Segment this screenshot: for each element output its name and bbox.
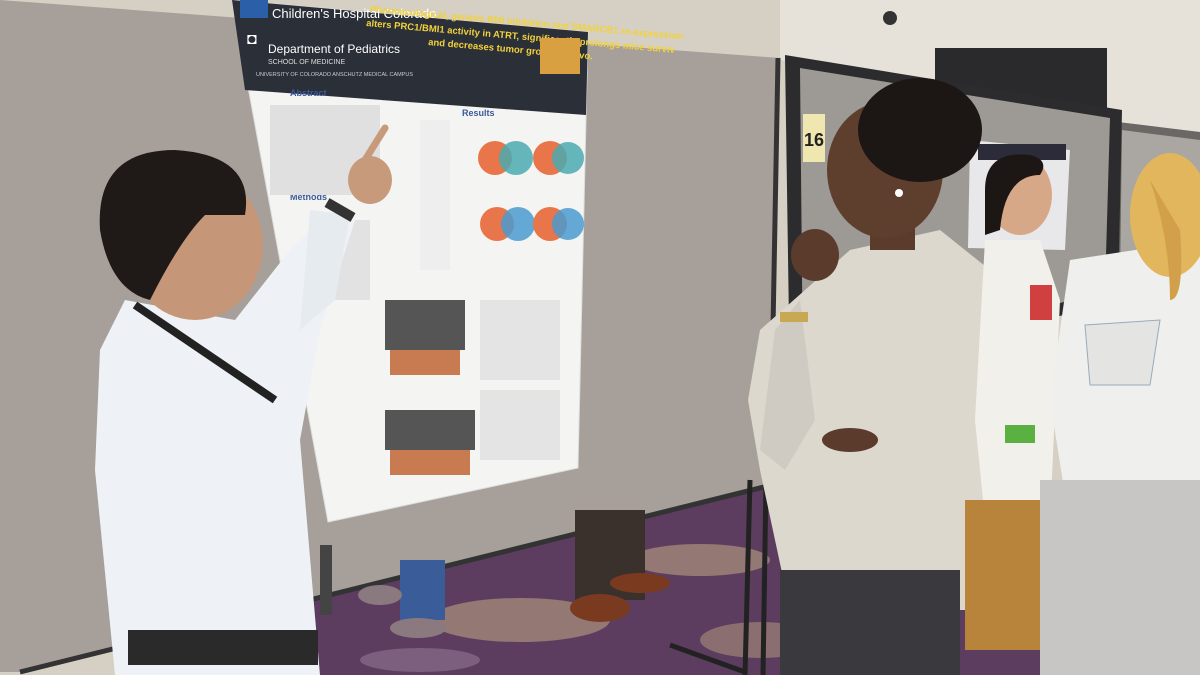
legs-background-part: [570, 594, 630, 622]
back-boards-part: [803, 114, 825, 162]
legs-background: [358, 510, 670, 638]
legs-background-part: [358, 585, 402, 605]
school: SCHOOL OF MEDICINE: [268, 59, 345, 66]
legs-background-part: [610, 573, 670, 593]
poster-figures-part: [552, 208, 584, 240]
person-presenter-part: [99, 150, 247, 300]
institution: Children's Hospital Colorado: [272, 6, 436, 21]
booth-number: 16: [804, 130, 824, 150]
poster-figures-part: [420, 120, 450, 270]
background-part: [883, 11, 897, 25]
person-presenter-part: [361, 124, 389, 164]
person-woman: [965, 154, 1060, 650]
campus: UNIVERSITY OF COLORADO ANSCHUTZ MEDICAL …: [256, 72, 413, 78]
person-student-part: [780, 570, 960, 675]
person-student-part: [895, 189, 903, 197]
person-blonde-part: [1150, 180, 1182, 300]
poster-figures-part: [480, 390, 560, 460]
carpet-part: [360, 648, 480, 672]
poster-part: [540, 38, 580, 74]
poster-figures-part: [480, 300, 560, 380]
person-presenter-part: [300, 210, 350, 330]
poster-figures-part: [385, 300, 465, 350]
poster-part: ◘: [247, 31, 257, 48]
person-presenter-part: [324, 198, 356, 222]
main-board-part: [742, 479, 753, 675]
person-blonde-part: [1040, 480, 1200, 675]
person-blonde: [1040, 153, 1200, 675]
person-student-part: [822, 428, 878, 452]
back-boards-part: [978, 144, 1066, 160]
person-presenter-part: [348, 156, 392, 204]
poster-figures-part: [552, 142, 584, 174]
legs-background-part: [390, 618, 446, 638]
person-student-part: [748, 230, 1010, 610]
section-heading: Methods: [290, 192, 327, 202]
person-woman-part: [1005, 425, 1035, 443]
poster-figures-part: [385, 410, 475, 450]
person-presenter-part: [132, 301, 278, 404]
person-woman-part: [985, 154, 1044, 235]
carpet-part: [630, 544, 770, 576]
person-student-part: [760, 300, 815, 470]
poster-part: [240, 0, 268, 18]
legs-background-part: [400, 560, 445, 620]
department: Department of Pediatrics: [268, 42, 400, 56]
poster-part: [232, 0, 588, 115]
person-woman-part: [965, 500, 1040, 650]
main-board-part: [760, 479, 769, 675]
poster-figures-part: [501, 207, 535, 241]
poster: Children's Hospital Colorado ◘ Departmen…: [231, 0, 684, 523]
person-presenter-part: [320, 545, 332, 615]
poster-figures-part: [499, 141, 533, 175]
section-heading: Results: [462, 108, 495, 118]
person-woman-part: [1030, 285, 1052, 320]
person-presenter-part: [128, 630, 318, 665]
carpet-part: [430, 598, 610, 642]
person-presenter: [95, 124, 392, 675]
person-student: [748, 78, 1010, 675]
person-student-part: [858, 78, 982, 182]
poster-figures-part: [390, 350, 460, 375]
person-student-part: [780, 312, 808, 322]
person-blonde-part: [1084, 319, 1161, 386]
main-board-part: [669, 642, 746, 675]
person-student-part: [791, 229, 839, 281]
section-heading: Abstract: [290, 88, 327, 98]
person-woman-part: [975, 240, 1060, 520]
poster-figures-part: [390, 450, 470, 475]
